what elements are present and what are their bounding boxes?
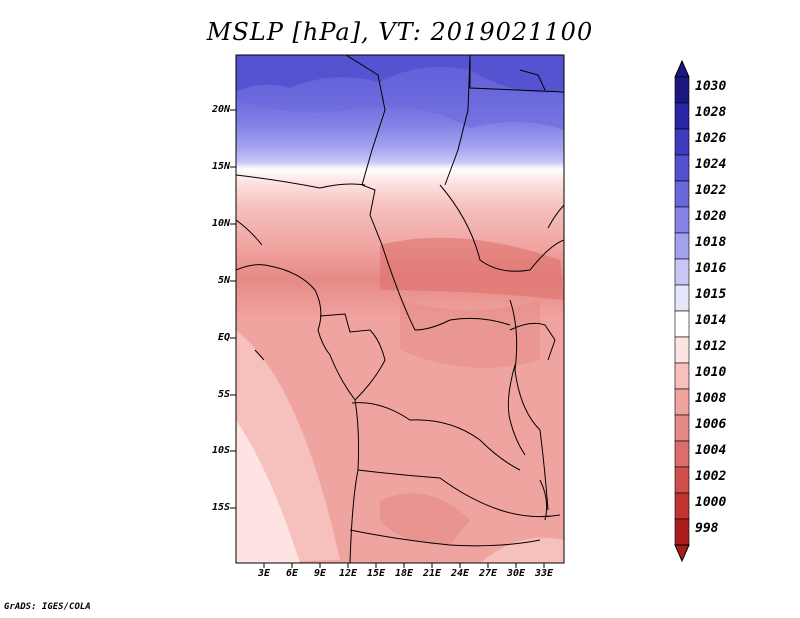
colorbar-label: 1000 — [695, 495, 727, 510]
colorbar-label: 1002 — [695, 469, 727, 484]
lon-label-15e: 15E — [366, 568, 386, 579]
colorbar-swatch — [674, 128, 690, 156]
lon-label-12e: 12E — [338, 568, 358, 579]
lon-label-9e: 9E — [313, 568, 327, 579]
lat-label-5n: 5N — [217, 275, 230, 286]
colorbar-swatch — [674, 284, 690, 312]
colorbar-swatch — [674, 466, 690, 494]
colorbar-swatch — [674, 154, 690, 182]
colorbar-swatch — [674, 336, 690, 364]
colorbar-label: 1018 — [695, 235, 727, 250]
colorbar-swatch — [674, 102, 690, 130]
colorbar-swatch — [674, 232, 690, 260]
lon-label-27e: 27E — [478, 568, 498, 579]
colorbar-swatch — [674, 258, 690, 286]
country-borders — [236, 55, 564, 563]
colorbar-swatch — [674, 414, 690, 442]
colorbar-label: 1010 — [695, 365, 727, 380]
lat-label-eq: EQ — [217, 332, 230, 343]
lon-label-3e: 3E — [257, 568, 271, 579]
colorbar-label: 1008 — [695, 391, 727, 406]
lat-label-5s: 5S — [217, 389, 230, 400]
colorbar-label: 1014 — [695, 313, 727, 328]
colorbar — [674, 59, 690, 563]
colorbar-swatch — [674, 440, 690, 468]
colorbar-swatch — [674, 388, 690, 416]
lon-label-21e: 21E — [422, 568, 442, 579]
colorbar-label: 1016 — [695, 261, 727, 276]
lat-label-10n: 10N — [211, 218, 230, 229]
lat-label-10s: 10S — [211, 445, 230, 456]
colorbar-label: 1022 — [695, 183, 727, 198]
lon-label-24e: 24E — [450, 568, 470, 579]
colorbar-swatch — [674, 76, 690, 104]
lon-label-30e: 30E — [506, 568, 526, 579]
colorbar-swatch — [674, 492, 690, 520]
colorbar-swatch — [674, 206, 690, 234]
lat-label-15s: 15S — [211, 502, 230, 513]
colorbar-label: 1004 — [695, 443, 727, 458]
colorbar-label: 1026 — [695, 131, 727, 146]
grads-credit: GrADS: IGES/COLA — [4, 602, 91, 612]
colorbar-label: 1006 — [695, 417, 727, 432]
colorbar-label: 1024 — [695, 157, 727, 172]
colorbar-arrow-top — [674, 59, 690, 78]
colorbar-label: 1020 — [695, 209, 727, 224]
colorbar-arrow-bottom — [674, 544, 690, 563]
colorbar-swatch — [674, 310, 690, 338]
colorbar-swatch — [674, 518, 690, 546]
lat-label-20n: 20N — [211, 104, 230, 115]
lon-label-33e: 33E — [534, 568, 554, 579]
lat-label-15n: 15N — [211, 161, 230, 172]
lon-label-18e: 18E — [394, 568, 414, 579]
colorbar-label: 1028 — [695, 105, 727, 120]
colorbar-label: 998 — [695, 521, 719, 536]
pressure-field — [236, 55, 564, 563]
map-title: MSLP [hPa], VT: 2019021100 — [206, 18, 594, 46]
colorbar-swatch — [674, 180, 690, 208]
colorbar-label: 1012 — [695, 339, 727, 354]
map-frame — [235, 54, 565, 564]
lon-label-6e: 6E — [285, 568, 299, 579]
axis-ticks — [230, 109, 545, 568]
colorbar-swatch — [674, 362, 690, 390]
colorbar-label: 1015 — [695, 287, 727, 302]
colorbar-label: 1030 — [695, 79, 727, 94]
